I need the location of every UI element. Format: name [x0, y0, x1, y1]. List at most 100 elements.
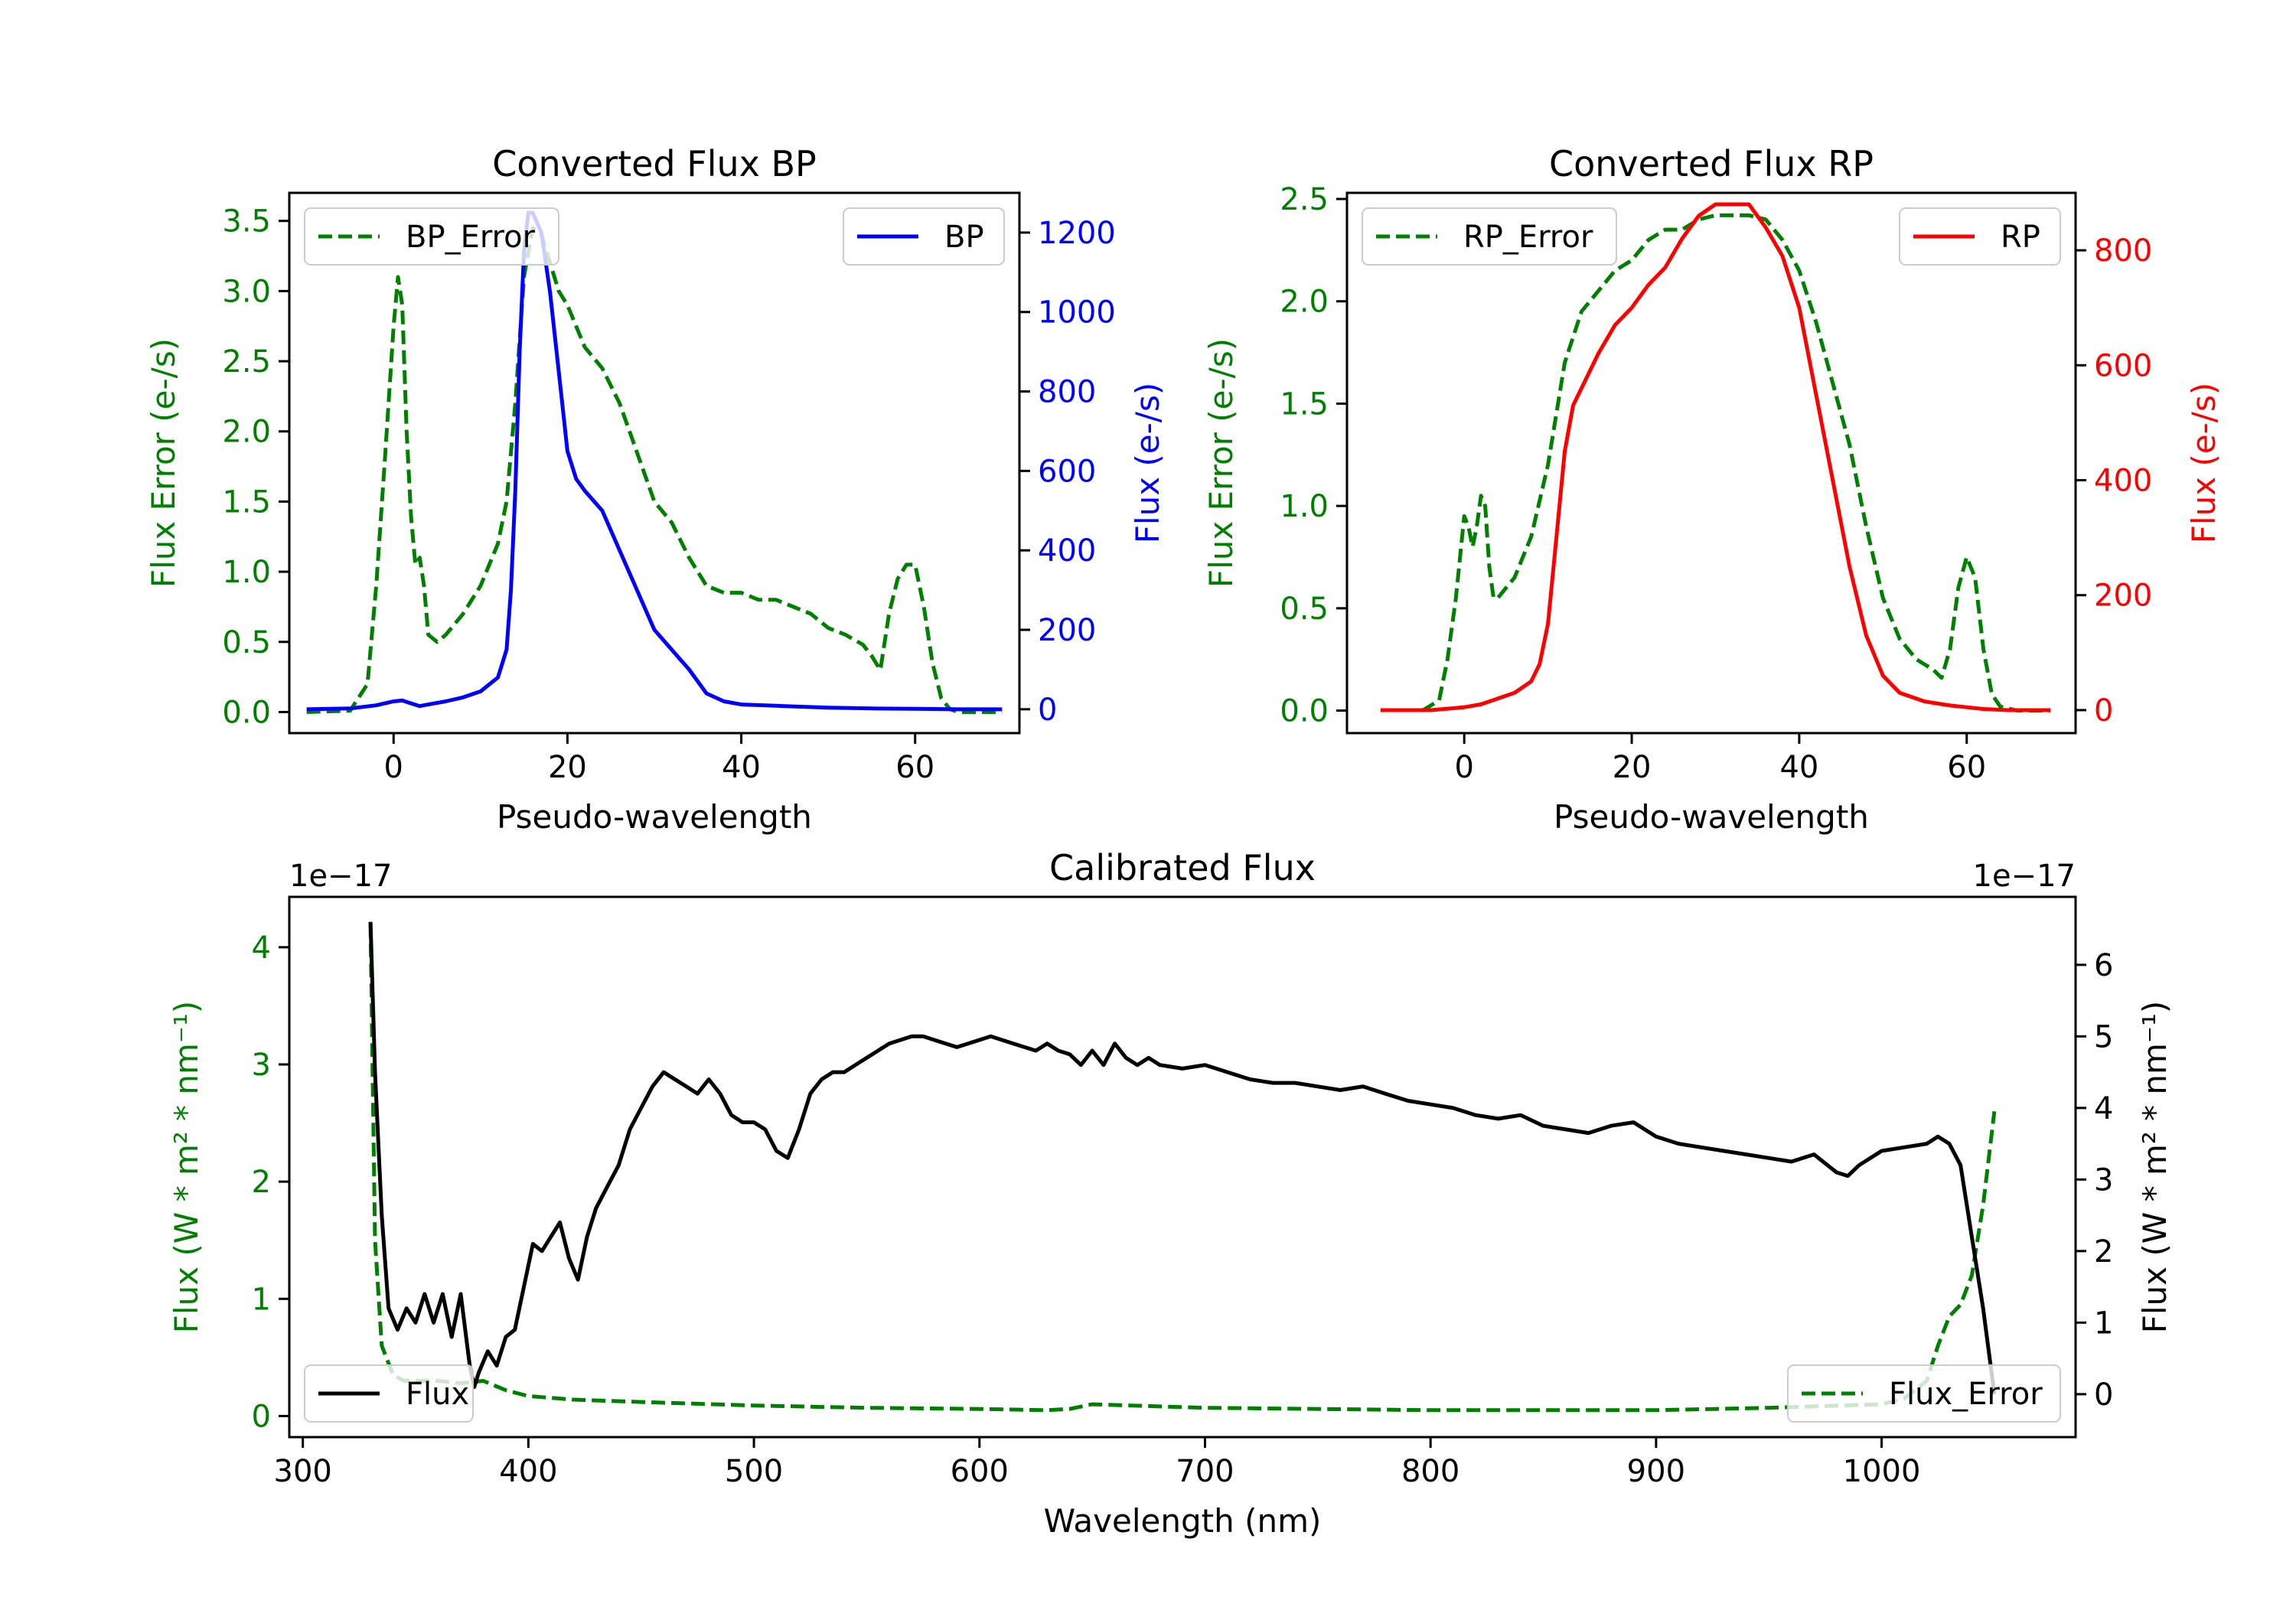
cal-legend-right: Flux_Error: [1787, 1364, 2061, 1423]
rp-line-rp-error: [1421, 213, 2051, 713]
rp-ylabel-right: Flux (e-/s): [2185, 383, 2223, 543]
cal-ytick-left-label: 1: [252, 1282, 271, 1317]
rp-line-rp: [1380, 202, 2051, 712]
cal-legend-box: [304, 1364, 474, 1423]
rp-legend-left: RP_Error: [1362, 207, 1617, 266]
rp-ytick-right-label: 800: [2094, 233, 2152, 269]
rp-ytick-left-label: 2.0: [1280, 285, 1329, 320]
bp-series-group: [306, 210, 1003, 714]
rp-ytick-left-label: 1.5: [1280, 386, 1329, 422]
rp-ytick-right-label: 0: [2094, 693, 2113, 729]
cal-ytick-right-label: 0: [2094, 1377, 2113, 1413]
bp-ytick-right-label: 0: [1038, 693, 1057, 728]
bp-xtick-label: 0: [384, 750, 403, 785]
bp-legend-right: BP: [843, 207, 1005, 266]
rp-legend-label: RP_Error: [1463, 220, 1593, 255]
bp-ytick-left-label: 1.5: [222, 484, 271, 520]
cal-ytick-right-label: 3: [2094, 1162, 2113, 1198]
bp-xtick-label: 40: [722, 750, 761, 785]
rp-axes-frame: [1345, 191, 2077, 735]
bp-legend-box: [304, 207, 559, 266]
rp-legend-box: [1899, 207, 2061, 266]
bp-panel: Converted Flux BP 0 20 40 60 Pseudo-wavelengt…: [145, 143, 1166, 836]
cal-ytick-right-label: 6: [2094, 948, 2113, 983]
rp-xtick-label: 0: [1454, 750, 1473, 785]
bp-legend-label: BP: [944, 220, 984, 255]
rp-legend-right: RP: [1899, 207, 2061, 266]
rp-ytick-right-label: 200: [2094, 579, 2152, 614]
cal-xtick-label: 600: [951, 1454, 1009, 1489]
cal-ytick-left-label: 2: [252, 1165, 271, 1200]
rp-ytick-left-label: 1.0: [1280, 489, 1329, 524]
cal-xtick-label: 400: [499, 1454, 557, 1489]
rp-panel: Converted Flux RP 0 20 40 60 Pseudo-wavelengt…: [1202, 143, 2223, 836]
rp-title: Converted Flux RP: [1549, 143, 1874, 184]
bp-line-bp: [306, 210, 1003, 712]
cal-title: Calibrated Flux: [1049, 847, 1316, 888]
rp-series-group: [1380, 202, 2051, 713]
cal-xtick-label: 800: [1401, 1454, 1459, 1489]
bp-ytick-right-label: 600: [1038, 454, 1096, 489]
cal-ytick-left-label: 0: [252, 1399, 271, 1434]
cal-xtick-label: 700: [1176, 1454, 1234, 1489]
bp-ylabel-left: Flux Error (e-/s): [145, 338, 182, 588]
bp-ytick-left-label: 3.5: [222, 204, 271, 240]
cal-offset-right: 1e−17: [1973, 859, 2076, 894]
cal-legend-label: Flux_Error: [1889, 1377, 2043, 1412]
bp-ytick-left-label: 0.0: [222, 695, 271, 730]
cal-xtick-label: 900: [1627, 1454, 1685, 1489]
cal-legend-left: Flux: [304, 1364, 474, 1423]
rp-xtick-label: 20: [1613, 750, 1652, 785]
cal-offset-left: 1e−17: [289, 859, 392, 894]
bp-ytick-right-label: 200: [1038, 613, 1096, 648]
cal-ytick-left-label: 3: [252, 1048, 271, 1083]
rp-xlabel: Pseudo-wavelength: [1554, 798, 1869, 836]
cal-xlabel: Wavelength (nm): [1044, 1502, 1322, 1540]
rp-xtick-label: 60: [1947, 750, 1986, 785]
bp-legend-label: BP_Error: [406, 220, 536, 255]
bp-ytick-right-label: 400: [1038, 533, 1096, 569]
rp-ytick-left-label: 0.5: [1280, 592, 1329, 627]
rp-ytick-right-label: 600: [2094, 348, 2152, 383]
rp-xtick-label: 40: [1779, 750, 1818, 785]
cal-legend-label: Flux: [406, 1377, 469, 1412]
bp-axes-frame: [288, 191, 1021, 735]
cal-ylabel-left: Flux (W * m² * nm⁻¹): [168, 1001, 205, 1334]
rp-ytick-right-label: 400: [2094, 464, 2152, 499]
cal-ytick-right-label: 4: [2094, 1091, 2113, 1126]
bp-ytick-left-label: 0.5: [222, 625, 271, 660]
bp-legend-left: BP_Error: [304, 207, 559, 266]
cal-xtick-label: 1000: [1843, 1454, 1921, 1489]
bp-ytick-left-label: 3.0: [222, 274, 271, 309]
cal-axes-frame: [288, 895, 2077, 1439]
cal-legend-box: [1787, 1364, 2061, 1423]
rp-ytick-left-label: 0.0: [1280, 694, 1329, 729]
cal-xtick-label: 500: [725, 1454, 783, 1489]
bp-ytick-right-label: 1000: [1038, 295, 1116, 331]
bp-ytick-right-label: 1200: [1038, 216, 1116, 251]
cal-ytick-right-label: 2: [2094, 1234, 2113, 1270]
cal-line-flux: [368, 921, 1997, 1395]
cal-series-group: [368, 921, 1997, 1413]
bp-ytick-left-label: 2.0: [222, 415, 271, 450]
cal-line-flux-error: [368, 924, 1997, 1413]
cal-ytick-right-label: 1: [2094, 1305, 2113, 1341]
cal-ylabel-right: Flux (W * m² * nm⁻¹): [2136, 1001, 2174, 1334]
bp-xlabel: Pseudo-wavelength: [497, 798, 812, 836]
rp-legend-label: RP: [2001, 220, 2040, 255]
rp-ytick-left-label: 2.5: [1280, 182, 1329, 217]
bp-xtick-label: 60: [895, 750, 934, 785]
bp-xtick-label: 20: [548, 750, 587, 785]
bp-ytick-left-label: 1.0: [222, 555, 271, 590]
cal-ytick-left-label: 4: [252, 931, 271, 966]
bp-ytick-right-label: 800: [1038, 375, 1096, 410]
bp-title: Converted Flux BP: [492, 143, 817, 184]
bp-ylabel-right: Flux (e-/s): [1129, 383, 1166, 543]
cal-xtick-label: 300: [274, 1454, 332, 1489]
rp-legend-box: [1362, 207, 1617, 266]
cal-ytick-right-label: 5: [2094, 1019, 2113, 1054]
bp-line-bp-error: [306, 226, 1003, 714]
rp-ylabel-left: Flux Error (e-/s): [1202, 338, 1240, 588]
